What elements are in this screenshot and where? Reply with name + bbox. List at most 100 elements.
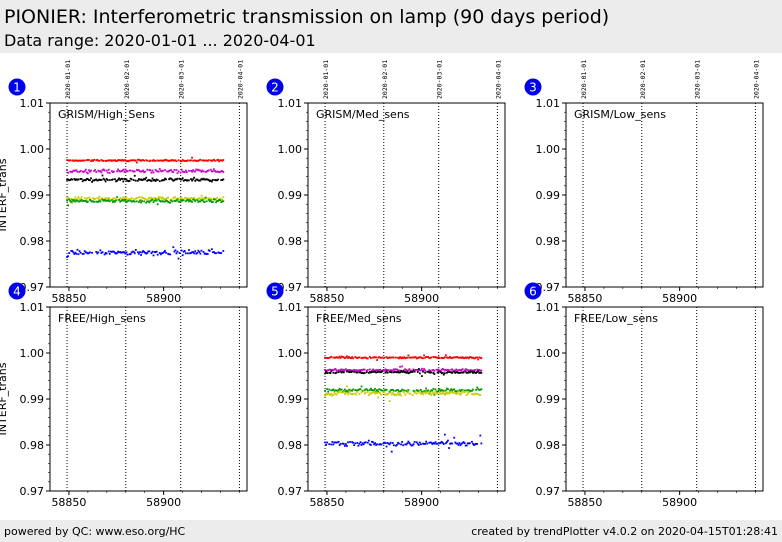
data-point-yellow — [438, 391, 441, 394]
data-point-black — [99, 178, 102, 181]
data-point-black — [348, 371, 350, 373]
data-point-yellow — [349, 390, 351, 393]
data-point-black — [132, 179, 135, 182]
x-tick-label: 58850 — [51, 292, 86, 305]
data-point-yellow — [153, 197, 156, 199]
data-point-green — [114, 200, 116, 203]
data-point-blue — [139, 251, 141, 254]
data-point-green — [140, 201, 142, 204]
data-point-magenta — [154, 168, 157, 171]
data-point-green — [330, 389, 333, 392]
data-point-green — [364, 388, 367, 391]
data-point-blue — [204, 252, 207, 255]
data-point-yellow — [100, 197, 103, 200]
data-point-blue — [334, 441, 337, 444]
data-point-yellow — [139, 196, 141, 199]
data-point-red — [408, 356, 411, 359]
data-point-red — [416, 357, 419, 359]
data-point-magenta — [463, 369, 466, 372]
data-point-yellow — [219, 197, 222, 200]
data-point-red — [329, 356, 332, 359]
data-point-yellow — [200, 194, 203, 197]
data-point-black — [472, 372, 474, 374]
data-point-magenta — [156, 170, 159, 173]
data-point-red — [387, 356, 390, 359]
data-point-black — [209, 179, 212, 182]
data-point-green — [138, 200, 140, 203]
data-point-black — [461, 371, 464, 374]
data-point-red — [187, 159, 189, 162]
data-point-magenta — [220, 170, 223, 173]
data-point-black — [399, 371, 401, 374]
data-point-green — [398, 390, 400, 393]
data-point-magenta — [351, 369, 354, 372]
plot-frame — [565, 102, 764, 288]
data-point-blue — [425, 440, 428, 443]
data-point-magenta — [88, 169, 90, 172]
data-point-yellow — [221, 198, 224, 201]
data-point-yellow — [426, 391, 429, 394]
data-point-blue — [180, 249, 183, 252]
data-point-blue — [189, 252, 191, 255]
data-point-blue — [453, 436, 456, 439]
data-point-blue — [79, 251, 82, 254]
data-point-magenta — [435, 368, 438, 371]
data-point-red — [328, 356, 331, 359]
data-point-green — [152, 201, 155, 204]
data-point-black — [149, 179, 152, 182]
data-point-magenta — [206, 169, 209, 172]
data-point-magenta — [422, 369, 424, 372]
data-point-red — [390, 356, 393, 359]
data-point-blue — [471, 440, 473, 443]
data-point-green — [420, 389, 422, 391]
data-point-magenta — [346, 369, 348, 372]
data-point-magenta — [198, 169, 201, 172]
data-point-yellow — [85, 197, 88, 200]
data-point-magenta — [376, 369, 379, 371]
data-point-yellow — [93, 197, 96, 200]
data-point-black — [164, 177, 166, 180]
data-point-black — [381, 370, 384, 373]
data-point-magenta — [122, 168, 125, 171]
data-point-red — [404, 357, 407, 360]
data-point-green — [335, 389, 338, 392]
data-point-red — [77, 159, 80, 162]
data-point-magenta — [72, 169, 75, 172]
data-point-magenta — [118, 169, 121, 172]
data-point-green — [405, 389, 408, 392]
data-point-magenta — [128, 169, 131, 172]
data-point-magenta — [401, 365, 404, 368]
data-point-red — [443, 356, 446, 359]
y-tick-label: 0.98 — [536, 439, 561, 452]
data-point-yellow — [193, 196, 196, 199]
data-point-blue — [128, 253, 131, 256]
data-point-blue — [464, 444, 467, 447]
data-point-blue — [215, 252, 217, 255]
data-point-yellow — [452, 392, 455, 394]
data-point-black — [418, 372, 421, 375]
data-point-magenta — [450, 368, 453, 371]
x-tick-label: 58900 — [404, 292, 439, 305]
data-point-green — [207, 199, 210, 201]
data-point-blue — [164, 249, 166, 252]
data-point-red — [74, 159, 77, 162]
data-point-red — [93, 158, 96, 161]
data-point-blue — [86, 252, 89, 255]
data-point-black — [95, 178, 98, 181]
data-point-red — [369, 357, 372, 359]
data-point-yellow — [150, 196, 153, 199]
data-point-yellow — [336, 391, 339, 394]
data-point-green — [446, 387, 448, 390]
data-point-yellow — [201, 196, 204, 199]
data-point-magenta — [324, 368, 326, 371]
data-point-blue — [429, 441, 432, 444]
data-point-black — [94, 178, 97, 181]
data-point-green — [145, 201, 148, 204]
data-point-black — [478, 371, 481, 374]
data-point-yellow — [144, 197, 147, 200]
data-point-blue — [71, 250, 74, 252]
data-point-black — [156, 179, 159, 181]
data-point-yellow — [429, 392, 432, 394]
data-point-magenta — [79, 169, 82, 172]
data-point-black — [84, 179, 87, 182]
